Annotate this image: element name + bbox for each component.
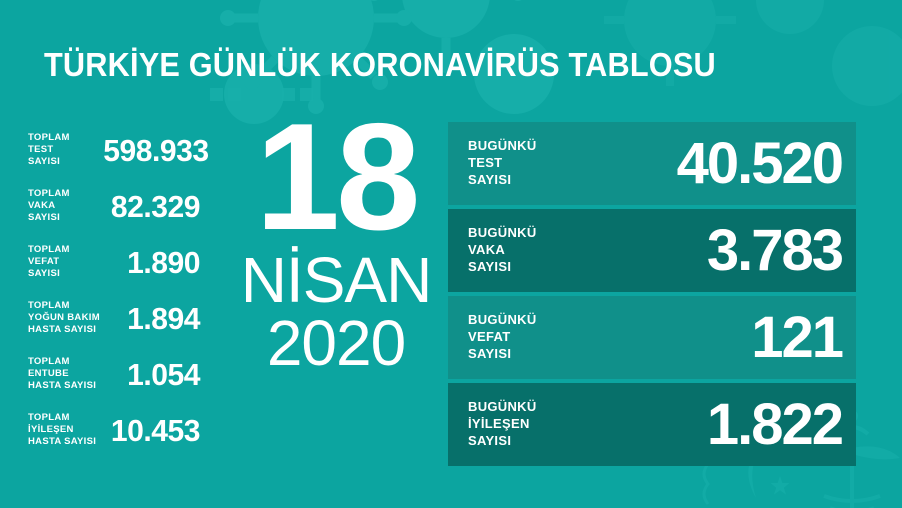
total-label: TOPLAM İYİLEŞEN HASTA SAYISI <box>28 412 100 448</box>
total-label-line: TOPLAM <box>28 131 70 143</box>
date-block: 18 NİSAN 2020 <box>236 92 436 379</box>
total-row: TOPLAM YOĞUN BAKIM HASTA SAYISI 1.894 <box>28 290 200 346</box>
total-label-line: TOPLAM <box>28 411 70 423</box>
totals-column: TOPLAM TEST SAYISI 598.933 TOPLAM VAKA S… <box>28 122 209 458</box>
total-label: TOPLAM ENTUBE HASTA SAYISI <box>28 356 100 392</box>
daily-label: BUGÜNKÜ İYİLEŞEN SAYISI <box>468 399 537 450</box>
date-day: 18 <box>255 92 420 262</box>
total-row: TOPLAM ENTUBE HASTA SAYISI 1.054 <box>28 346 200 402</box>
total-value: 1.890 <box>127 244 200 280</box>
daily-panels-column: BUGÜNKÜ TEST SAYISI 40.520 BUGÜNKÜ VAKA … <box>448 122 856 470</box>
total-value: 82.329 <box>110 188 201 224</box>
total-value: 1.894 <box>127 300 200 336</box>
total-label-line: YOĞUN BAKIM <box>28 311 100 323</box>
daily-label-line: İYİLEŞEN <box>468 416 530 432</box>
daily-panel-test: BUGÜNKÜ TEST SAYISI 40.520 <box>448 122 856 205</box>
total-label: TOPLAM VAKA SAYISI <box>28 188 100 224</box>
total-label: TOPLAM YOĞUN BAKIM HASTA SAYISI <box>28 300 100 336</box>
date-year: 2020 <box>266 306 406 379</box>
total-row: TOPLAM VEFAT SAYISI 1.890 <box>28 234 200 290</box>
daily-value: 40.520 <box>676 130 844 196</box>
daily-panel-recovered: BUGÜNKÜ İYİLEŞEN SAYISI 1.822 <box>448 383 856 466</box>
total-row: TOPLAM VAKA SAYISI 82.329 <box>28 178 200 234</box>
daily-panel-deaths: BUGÜNKÜ VEFAT SAYISI 121 <box>448 296 856 379</box>
total-label-line: İYİLEŞEN <box>28 423 74 435</box>
daily-label-line: BUGÜNKÜ <box>468 312 537 328</box>
daily-label: BUGÜNKÜ TEST SAYISI <box>468 138 537 189</box>
total-label-line: TOPLAM <box>28 355 70 367</box>
total-row: TOPLAM TEST SAYISI 598.933 <box>28 122 209 178</box>
daily-label: BUGÜNKÜ VEFAT SAYISI <box>468 312 537 363</box>
daily-label-line: SAYISI <box>468 432 512 448</box>
total-label-line: VEFAT <box>28 255 60 267</box>
daily-label-line: BUGÜNKÜ <box>468 399 537 415</box>
total-row: TOPLAM İYİLEŞEN HASTA SAYISI 10.453 <box>28 402 200 458</box>
total-value: 598.933 <box>103 132 209 168</box>
total-label-line: ENTUBE <box>28 367 69 379</box>
daily-label-line: BUGÜNKÜ <box>468 138 537 154</box>
total-label-line: HASTA SAYISI <box>28 436 97 448</box>
total-label: TOPLAM TEST SAYISI <box>28 132 100 168</box>
daily-label-line: VAKA <box>468 242 506 258</box>
daily-label-line: BUGÜNKÜ <box>468 225 537 241</box>
daily-label-line: SAYISI <box>468 171 512 187</box>
total-label-line: TOPLAM <box>28 187 70 199</box>
total-label-line: HASTA SAYISI <box>28 324 97 336</box>
total-label-line: HASTA SAYISI <box>28 380 97 392</box>
total-label-line: SAYISI <box>28 156 61 168</box>
daily-label-line: TEST <box>468 155 503 171</box>
daily-label-line: SAYISI <box>468 258 512 274</box>
total-value: 10.453 <box>110 412 201 448</box>
daily-value: 1.822 <box>706 391 844 457</box>
daily-panel-cases: BUGÜNKÜ VAKA SAYISI 3.783 <box>448 209 856 292</box>
daily-value: 121 <box>751 304 844 370</box>
daily-value: 3.783 <box>706 217 844 283</box>
total-label-line: TOPLAM <box>28 243 70 255</box>
date-month: NİSAN <box>240 243 433 316</box>
total-value: 1.054 <box>127 356 200 392</box>
page-title: TÜRKİYE GÜNLÜK KORONAVİRÜS TABLOSU <box>44 46 716 83</box>
total-label: TOPLAM VEFAT SAYISI <box>28 244 100 280</box>
daily-label: BUGÜNKÜ VAKA SAYISI <box>468 225 537 276</box>
total-label-line: VAKA <box>28 199 56 211</box>
total-label-line: SAYISI <box>28 212 61 224</box>
daily-label-line: SAYISI <box>468 345 512 361</box>
daily-label-line: VEFAT <box>468 329 511 345</box>
total-label-line: SAYISI <box>28 268 61 280</box>
total-label-line: TOPLAM <box>28 299 70 311</box>
total-label-line: TEST <box>28 143 54 155</box>
